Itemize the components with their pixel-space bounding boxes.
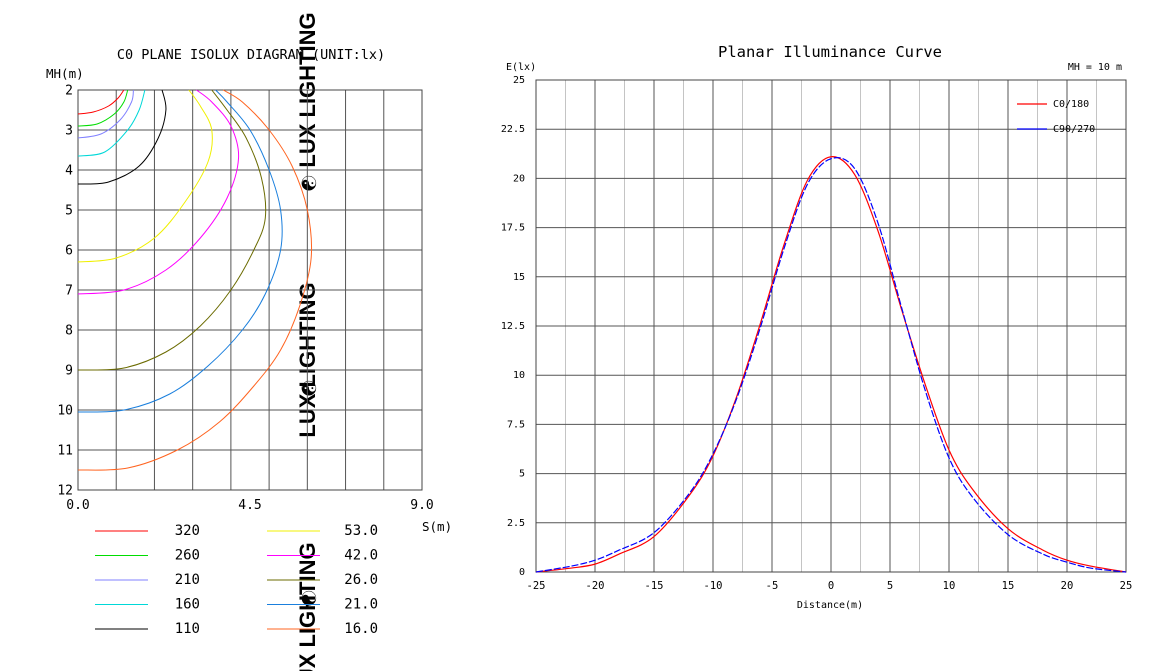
- y-tick-label: 0: [519, 567, 525, 578]
- isolux-contour-16.0: [77, 89, 313, 471]
- legend-label: 160: [175, 597, 200, 613]
- y-tick-label: 2: [65, 84, 73, 99]
- isolux-diagram: C0 PLANE ISOLUX DIAGRAM (UNIT:lx) MH(m) S(…: [46, 47, 452, 637]
- isolux-contour-160: [77, 89, 146, 157]
- x-tick-label: -10: [704, 580, 723, 592]
- isolux-contour-320: [77, 89, 125, 115]
- x-axis-label: S(m): [422, 519, 452, 534]
- x-tick-label: 0.0: [66, 498, 89, 513]
- y-tick-label: 7.5: [507, 419, 525, 430]
- y-tick-label: 12: [57, 484, 73, 499]
- y-tick-label: 8: [65, 324, 73, 339]
- x-tick-label: 9.0: [410, 498, 433, 513]
- x-tick-label: 4.5: [238, 498, 261, 513]
- x-tick-label: 5: [887, 580, 893, 592]
- legend-label: 16.0: [344, 621, 378, 637]
- legend-label: 21.0: [344, 597, 378, 613]
- x-axis-label: Distance(m): [797, 600, 863, 611]
- mounting-height-note: MH = 10 m: [1068, 62, 1122, 73]
- y-tick-label: 15: [513, 272, 525, 283]
- legend-label: 26.0: [344, 572, 378, 588]
- legend-label: 320: [175, 523, 200, 539]
- y-tick-label: 4: [65, 164, 73, 179]
- legend-label: C90/270: [1053, 124, 1095, 135]
- isolux-contour-26.0: [77, 89, 267, 371]
- y-tick-label: 10: [513, 370, 525, 381]
- y-axis-label: E(lx): [506, 62, 536, 73]
- x-tick-label: 10: [943, 580, 956, 592]
- series-line-C90-270: [535, 157, 1127, 573]
- y-tick-label: 6: [65, 244, 73, 259]
- x-tick-label: -5: [766, 580, 779, 592]
- y-tick-label: 22.5: [501, 124, 525, 135]
- y-tick-label: 7: [65, 284, 73, 299]
- y-tick-label: 11: [57, 444, 73, 459]
- y-tick-label: 2.5: [507, 518, 525, 529]
- y-axis-label: MH(m): [46, 66, 84, 81]
- y-tick-label: 25: [513, 75, 525, 86]
- isolux-contour-53.0: [77, 89, 213, 263]
- y-tick-label: 10: [57, 404, 73, 419]
- watermark-text: LUX LIGHTING: [295, 542, 320, 671]
- watermark-logo: ☯: [300, 378, 318, 400]
- isolux-contour-260: [77, 89, 129, 127]
- plot-frame: [535, 79, 1127, 573]
- planar-illuminance-chart: Planar Illuminance Curve MH = 10 m E(lx) Di…: [501, 43, 1132, 611]
- isolux-contour-210: [77, 89, 134, 139]
- y-tick-label: 12.5: [501, 321, 525, 332]
- x-tick-label: -20: [586, 580, 605, 592]
- y-tick-label: 5: [519, 469, 525, 480]
- chart-title: Planar Illuminance Curve: [718, 43, 942, 61]
- legend-label: 260: [175, 548, 200, 564]
- chart-title: C0 PLANE ISOLUX DIAGRAM (UNIT:lx): [117, 47, 385, 63]
- watermark-logo: ☯: [300, 588, 318, 610]
- isolux-contour-42.0: [77, 89, 240, 295]
- x-tick-label: 20: [1061, 580, 1074, 592]
- watermark-logo: ☯: [300, 173, 318, 195]
- legend-label: 42.0: [344, 548, 378, 564]
- legend-label: C0/180: [1053, 99, 1089, 110]
- x-tick-label: -15: [645, 580, 664, 592]
- legend-label: 210: [175, 572, 200, 588]
- y-tick-label: 20: [513, 173, 525, 184]
- isolux-contour-21.0: [77, 89, 283, 413]
- series-line-C0-180: [535, 156, 1127, 573]
- y-tick-label: 17.5: [501, 223, 525, 234]
- x-tick-label: 25: [1120, 580, 1133, 592]
- legend-label: 53.0: [344, 523, 378, 539]
- y-tick-label: 5: [65, 204, 73, 219]
- x-tick-label: 0: [828, 580, 834, 592]
- legend-label: 110: [175, 621, 200, 637]
- x-tick-label: -25: [527, 580, 546, 592]
- plot-frame: [77, 89, 423, 491]
- isolux-contour-110: [77, 89, 167, 185]
- x-tick-label: 15: [1002, 580, 1015, 592]
- y-tick-label: 3: [65, 124, 73, 139]
- y-tick-label: 9: [65, 364, 73, 379]
